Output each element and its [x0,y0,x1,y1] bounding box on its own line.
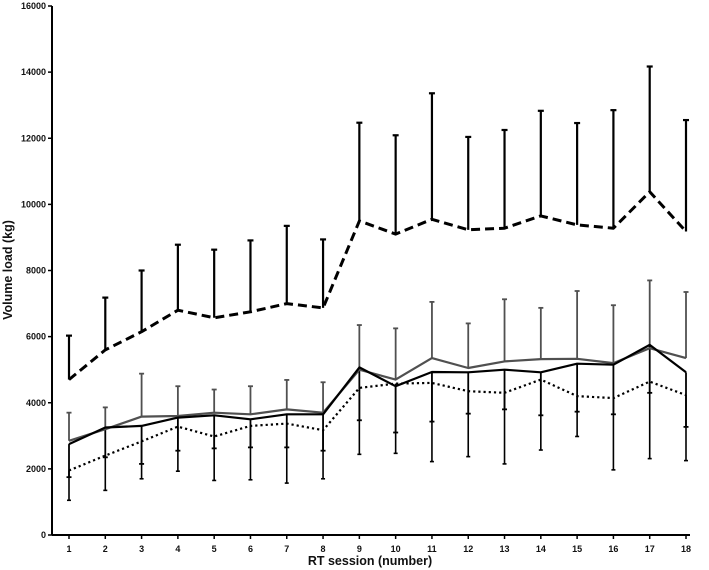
series-line-solid-gray [68,347,687,442]
x-tick-label: 6 [248,544,253,554]
x-tick-label: 4 [175,544,180,554]
x-tick-label: 16 [608,544,618,554]
y-tick-label: 0 [41,530,46,540]
x-tick-label: 8 [321,544,326,554]
y-tick-label: 14000 [21,67,46,77]
x-tick-label: 13 [500,544,510,554]
y-tick-label: 10000 [21,199,46,209]
y-tick-label: 16000 [21,1,46,11]
series-line-dotted [68,378,687,472]
y-tick-label: 4000 [26,398,46,408]
x-tick-label: 3 [139,544,144,554]
x-tick-label: 10 [391,544,401,554]
series-line-solid-black [68,343,687,446]
x-tick-label: 9 [357,544,362,554]
x-axis-title: RT session (number) [308,554,432,568]
x-tick-label: 17 [645,544,655,554]
error-bars [66,65,689,502]
x-tick-label: 18 [681,544,691,554]
x-tick-label: 5 [212,544,217,554]
x-tick-label: 1 [66,544,71,554]
y-tick-label: 2000 [26,464,46,474]
axes [48,5,690,539]
x-tick-label: 12 [463,544,473,554]
x-tick-label: 14 [536,544,546,554]
x-tick-label: 2 [103,544,108,554]
series-line-dashed [68,190,688,381]
series-lines [68,190,688,472]
x-tick-label: 11 [427,544,437,554]
y-axis-title: Volume load (kg) [1,220,15,320]
y-tick-label: 6000 [26,332,46,342]
x-tick-label: 15 [572,544,582,554]
x-tick-label: 7 [284,544,289,554]
y-tick-label: 8000 [26,266,46,276]
y-tick-label: 12000 [21,133,46,143]
